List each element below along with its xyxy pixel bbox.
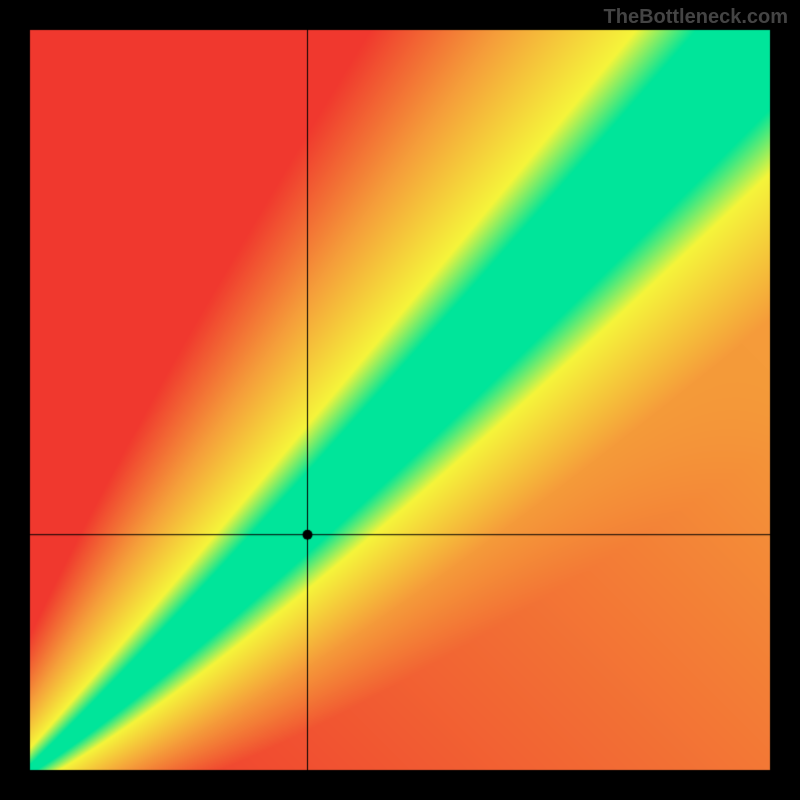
bottleneck-chart-canvas	[0, 0, 800, 800]
watermark-text: TheBottleneck.com	[604, 6, 788, 29]
